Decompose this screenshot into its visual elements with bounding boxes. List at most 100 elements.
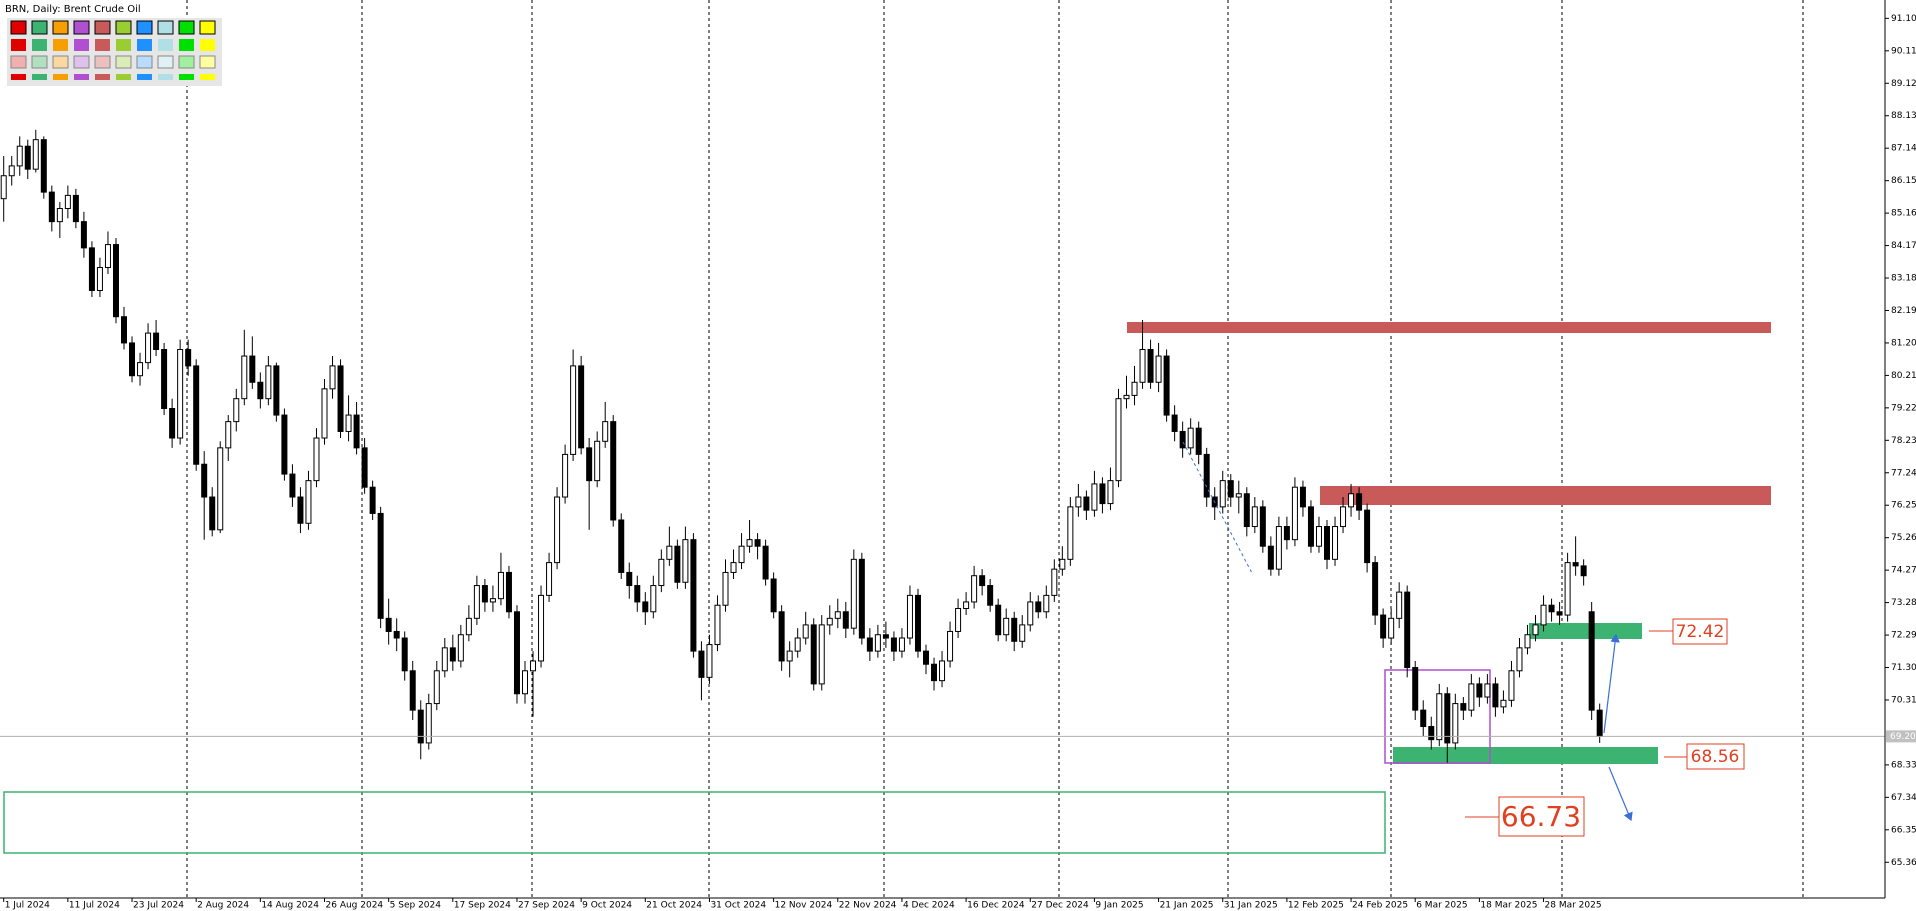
- swatch: [136, 55, 153, 69]
- candle-body: [626, 571, 633, 587]
- candle-body: [1476, 683, 1483, 698]
- candle-body: [40, 139, 47, 193]
- x-tick-label: 9 Oct 2024: [582, 901, 632, 911]
- x-tick-label: 21 Oct 2024: [646, 901, 702, 911]
- candle-body: [1380, 614, 1387, 639]
- candle-body: [834, 611, 841, 619]
- candle-body: [1580, 565, 1587, 577]
- candle-body: [1259, 506, 1266, 547]
- support-zone: [1393, 747, 1658, 764]
- candle-body: [818, 624, 825, 685]
- candle-body: [24, 145, 31, 170]
- candle-body: [874, 634, 881, 652]
- x-tick-label: 11 Jul 2024: [69, 901, 120, 911]
- candle-body: [979, 575, 986, 587]
- swatch: [73, 55, 90, 69]
- candle-body: [578, 365, 585, 449]
- candle-body: [858, 558, 865, 639]
- swatch: [158, 74, 173, 80]
- consolidation-box: [1384, 669, 1491, 764]
- swatch: [199, 55, 216, 69]
- level-label: 66.73: [1501, 800, 1581, 833]
- candle-body: [618, 519, 625, 573]
- candle-body: [1412, 667, 1419, 711]
- candle-body: [1508, 670, 1515, 701]
- x-tick-label: 4 Dec 2024: [903, 901, 955, 911]
- candle-body: [409, 670, 416, 711]
- candle-body: [906, 594, 913, 639]
- candle-body: [32, 139, 39, 170]
- x-tick-label: 18 Mar 2025: [1480, 901, 1537, 911]
- candle-body: [112, 244, 119, 318]
- candle-body: [1043, 594, 1050, 613]
- swatch: [74, 74, 89, 80]
- y-tick-label: 81.20: [1891, 338, 1916, 348]
- candle-body: [987, 585, 994, 606]
- candle-body: [88, 247, 95, 291]
- candle-body: [129, 342, 136, 377]
- candle-body: [586, 447, 593, 482]
- candle-body: [530, 660, 537, 672]
- candle-body: [345, 414, 352, 432]
- candle-body: [169, 408, 176, 439]
- swatch: [52, 55, 69, 69]
- candle-body: [1187, 427, 1194, 449]
- candle-body: [1035, 601, 1042, 613]
- candle-body: [554, 496, 561, 564]
- swatch: [11, 39, 26, 51]
- candle-body: [1540, 604, 1547, 626]
- candle-body: [16, 145, 23, 167]
- candle-body: [80, 221, 87, 249]
- candle-body: [706, 644, 713, 678]
- swatches: [10, 20, 216, 80]
- chart-title: BRN, Daily: Brent Crude Oil: [5, 4, 141, 15]
- swatch: [52, 20, 69, 35]
- candle-body: [594, 440, 601, 482]
- y-tick-label: 77.24: [1891, 468, 1916, 478]
- x-tick-label: 27 Sep 2024: [518, 901, 575, 911]
- candle-body: [714, 604, 721, 646]
- swatch: [136, 20, 153, 35]
- candle-body: [770, 578, 777, 613]
- candle-body: [225, 421, 232, 449]
- candle-body: [8, 165, 15, 177]
- swatch: [178, 55, 195, 69]
- swatch: [74, 39, 89, 51]
- candle-body: [161, 348, 168, 410]
- swatch: [157, 55, 174, 69]
- swatch: [137, 74, 152, 80]
- candle-body: [1516, 647, 1523, 672]
- candle-body: [522, 670, 528, 695]
- y-tick-label: 88.13: [1891, 111, 1916, 121]
- candle-body: [923, 650, 929, 665]
- swatch: [115, 55, 132, 69]
- candle-body: [313, 437, 320, 482]
- candle-body: [650, 585, 657, 613]
- x-tick-label: 27 Dec 2024: [1031, 901, 1089, 911]
- candle-body: [995, 604, 1002, 636]
- candle-body: [145, 332, 152, 364]
- candle-body: [1059, 558, 1066, 570]
- candle-body: [634, 585, 641, 603]
- candle-body: [690, 539, 697, 652]
- candle-body: [1356, 493, 1363, 511]
- swatch: [53, 74, 68, 80]
- level-label: 72.42: [1676, 622, 1725, 642]
- candle-body: [177, 348, 184, 439]
- candle-body: [802, 624, 809, 639]
- candle-body: [1532, 624, 1539, 636]
- candle-body: [505, 571, 512, 613]
- x-tick-label: 14 Aug 2024: [261, 901, 319, 911]
- swatch: [157, 20, 174, 35]
- x-tick-label: 1 Jul 2024: [5, 901, 50, 911]
- candle-body: [305, 480, 312, 524]
- x-tick-label: 16 Dec 2024: [967, 901, 1025, 911]
- candle-body: [385, 617, 392, 632]
- candle-body: [393, 630, 400, 639]
- swatch: [31, 55, 48, 69]
- candle-body: [1364, 509, 1371, 564]
- candle-body: [513, 611, 520, 695]
- candle-body: [1500, 699, 1507, 708]
- candles: [0, 129, 1885, 763]
